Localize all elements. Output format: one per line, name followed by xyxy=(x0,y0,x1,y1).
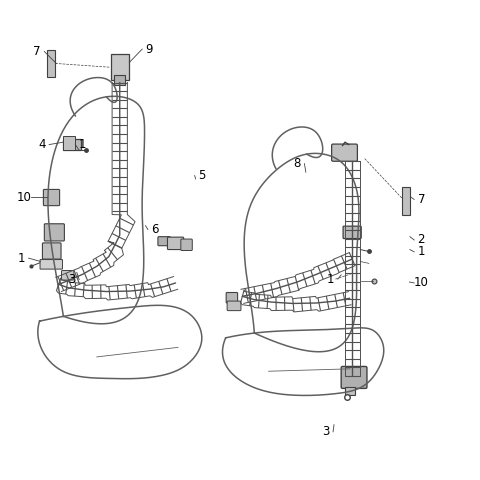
Text: 6: 6 xyxy=(151,223,159,236)
FancyBboxPatch shape xyxy=(61,271,74,280)
Text: 5: 5 xyxy=(198,169,205,182)
FancyBboxPatch shape xyxy=(226,292,238,303)
Text: 3: 3 xyxy=(68,273,76,286)
FancyBboxPatch shape xyxy=(42,243,61,259)
Text: 10: 10 xyxy=(414,276,429,289)
FancyBboxPatch shape xyxy=(44,224,64,241)
Bar xyxy=(115,75,125,85)
FancyBboxPatch shape xyxy=(332,144,358,161)
Text: 7: 7 xyxy=(34,45,41,58)
Text: 1: 1 xyxy=(327,273,335,286)
Text: 9: 9 xyxy=(145,43,153,56)
Bar xyxy=(345,386,355,395)
FancyBboxPatch shape xyxy=(227,301,241,311)
Bar xyxy=(402,187,410,215)
Bar xyxy=(111,54,129,80)
Text: 10: 10 xyxy=(17,191,32,204)
FancyBboxPatch shape xyxy=(343,226,361,239)
Text: 3: 3 xyxy=(322,425,330,438)
Text: 1: 1 xyxy=(18,252,25,264)
Text: 1: 1 xyxy=(79,138,86,151)
Text: 7: 7 xyxy=(418,193,425,206)
Bar xyxy=(63,136,75,150)
FancyBboxPatch shape xyxy=(181,239,192,251)
Text: 2: 2 xyxy=(418,233,425,247)
FancyBboxPatch shape xyxy=(158,237,170,246)
Bar xyxy=(47,49,55,77)
Text: 4: 4 xyxy=(38,138,46,151)
Text: 1: 1 xyxy=(418,245,425,258)
Bar xyxy=(63,139,81,150)
Text: 8: 8 xyxy=(294,157,301,170)
FancyBboxPatch shape xyxy=(43,190,60,205)
FancyBboxPatch shape xyxy=(40,260,62,269)
FancyBboxPatch shape xyxy=(341,366,367,388)
FancyBboxPatch shape xyxy=(168,237,184,250)
